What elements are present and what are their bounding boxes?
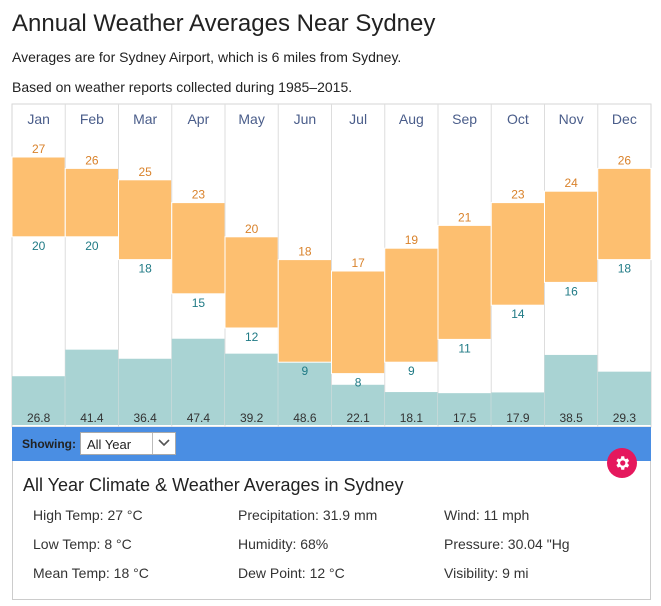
- month-label-may: May: [238, 111, 264, 127]
- summary-title: All Year Climate & Weather Averages in S…: [23, 475, 404, 495]
- low-temp-label-sep: 11: [458, 341, 471, 355]
- precip-label-sep: 17.5: [453, 411, 477, 425]
- low-temp-label-dec: 18: [618, 262, 632, 276]
- precip-label-jul: 22.1: [346, 411, 370, 425]
- low-temp-label-jul: 8: [355, 376, 362, 390]
- high-temp-label-jul: 17: [351, 256, 365, 270]
- precip-bar-oct: [491, 392, 545, 425]
- subtitle-period: Based on weather reports collected durin…: [12, 79, 353, 95]
- temp-band-aug: [384, 247, 439, 363]
- high-temp-label-aug: 19: [405, 233, 419, 247]
- month-label-jul: Jul: [349, 111, 367, 127]
- precip-bar-jan: [12, 376, 66, 425]
- stat-precipitation: Precipitation: 31.9 mm: [238, 507, 378, 523]
- month-label-jan: Jan: [27, 111, 50, 127]
- temp-band-may: [224, 236, 279, 329]
- high-temp-label-mar: 25: [138, 165, 152, 179]
- chevron-down-icon[interactable]: [152, 433, 175, 454]
- temp-band-feb: [64, 167, 119, 238]
- precip-bar-feb: [65, 349, 119, 425]
- precip-label-jun: 48.6: [293, 411, 317, 425]
- low-temp-label-may: 12: [245, 330, 259, 344]
- showing-label: Showing:: [22, 437, 76, 451]
- low-temp-label-feb: 20: [85, 239, 99, 253]
- high-temp-label-apr: 23: [192, 188, 206, 202]
- month-label-dec: Dec: [612, 111, 637, 127]
- month-label-nov: Nov: [559, 111, 584, 127]
- period-select-value: All Year: [87, 437, 132, 452]
- low-temp-label-apr: 15: [192, 296, 206, 310]
- high-temp-label-oct: 23: [511, 188, 525, 202]
- precip-label-aug: 18.1: [400, 411, 424, 425]
- stat-humidity: Humidity: 68%: [238, 536, 329, 552]
- settings-button[interactable]: [607, 448, 637, 478]
- stat-mean-temp: Mean Temp: 18 °C: [33, 565, 149, 581]
- high-temp-label-feb: 26: [85, 153, 99, 167]
- filter-bar: Showing: All Year: [12, 427, 651, 461]
- temp-band-jul: [331, 270, 386, 375]
- precip-label-jan: 26.8: [27, 411, 51, 425]
- precip-bar-may: [225, 353, 279, 425]
- high-temp-label-jun: 18: [298, 245, 312, 259]
- stat-dew-point: Dew Point: 12 °C: [238, 565, 345, 581]
- temp-band-dec: [597, 167, 652, 261]
- month-label-feb: Feb: [80, 111, 104, 127]
- month-label-jun: Jun: [294, 111, 317, 127]
- high-temp-label-sep: 21: [458, 210, 472, 224]
- gear-icon: [616, 456, 630, 470]
- summary-panel: All Year Climate & Weather Averages in S…: [12, 461, 651, 600]
- precip-label-dec: 29.3: [613, 411, 637, 425]
- precip-label-may: 39.2: [240, 411, 264, 425]
- precip-label-apr: 47.4: [187, 411, 211, 425]
- period-select[interactable]: All Year: [80, 432, 176, 455]
- precip-bar-jul: [331, 384, 385, 425]
- low-temp-label-aug: 9: [408, 364, 415, 378]
- temp-band-jun: [277, 259, 332, 363]
- temp-band-oct: [490, 202, 545, 306]
- precip-label-feb: 41.4: [80, 411, 104, 425]
- temp-band-apr: [171, 202, 226, 295]
- temp-band-mar: [118, 179, 173, 261]
- stat-visibility: Visibility: 9 mi: [444, 565, 529, 581]
- temp-band-sep: [437, 224, 492, 340]
- precip-bar-aug: [384, 392, 438, 425]
- stat-pressure: Pressure: 30.04 "Hg: [444, 536, 570, 552]
- precip-bar-apr: [171, 338, 225, 425]
- precip-bar-sep: [438, 393, 492, 425]
- high-temp-label-may: 20: [245, 222, 259, 236]
- low-temp-label-jun: 9: [302, 364, 309, 378]
- month-label-mar: Mar: [133, 111, 157, 127]
- precip-label-oct: 17.9: [506, 411, 530, 425]
- weather-chart: Jan 27 20 26.8 Feb 26 20 41.4 Mar 25 18 36.4 Apr 23 15…: [11, 103, 652, 428]
- month-label-aug: Aug: [399, 111, 424, 127]
- month-label-apr: Apr: [187, 111, 209, 127]
- temp-band-nov: [544, 190, 599, 283]
- low-temp-label-mar: 18: [138, 262, 152, 276]
- subtitle-location: Averages are for Sydney Airport, which i…: [12, 49, 402, 65]
- stat-high-temp: High Temp: 27 °C: [33, 507, 143, 523]
- low-temp-label-nov: 16: [564, 284, 578, 298]
- high-temp-label-dec: 26: [618, 153, 632, 167]
- high-temp-label-nov: 24: [564, 176, 578, 190]
- precip-label-nov: 38.5: [559, 411, 583, 425]
- low-temp-label-jan: 20: [32, 239, 46, 253]
- precip-bar-nov: [544, 354, 598, 425]
- stat-low-temp: Low Temp: 8 °C: [33, 536, 132, 552]
- high-temp-label-jan: 27: [32, 142, 46, 156]
- low-temp-label-oct: 14: [511, 307, 525, 321]
- month-label-oct: Oct: [507, 111, 529, 127]
- stat-wind: Wind: 11 mph: [444, 507, 530, 523]
- precip-bar-dec: [597, 371, 651, 425]
- precip-bar-mar: [118, 358, 172, 425]
- precip-label-mar: 36.4: [133, 411, 157, 425]
- temp-band-jan: [11, 156, 66, 238]
- month-label-sep: Sep: [452, 111, 477, 127]
- page-title: Annual Weather Averages Near Sydney: [12, 10, 436, 37]
